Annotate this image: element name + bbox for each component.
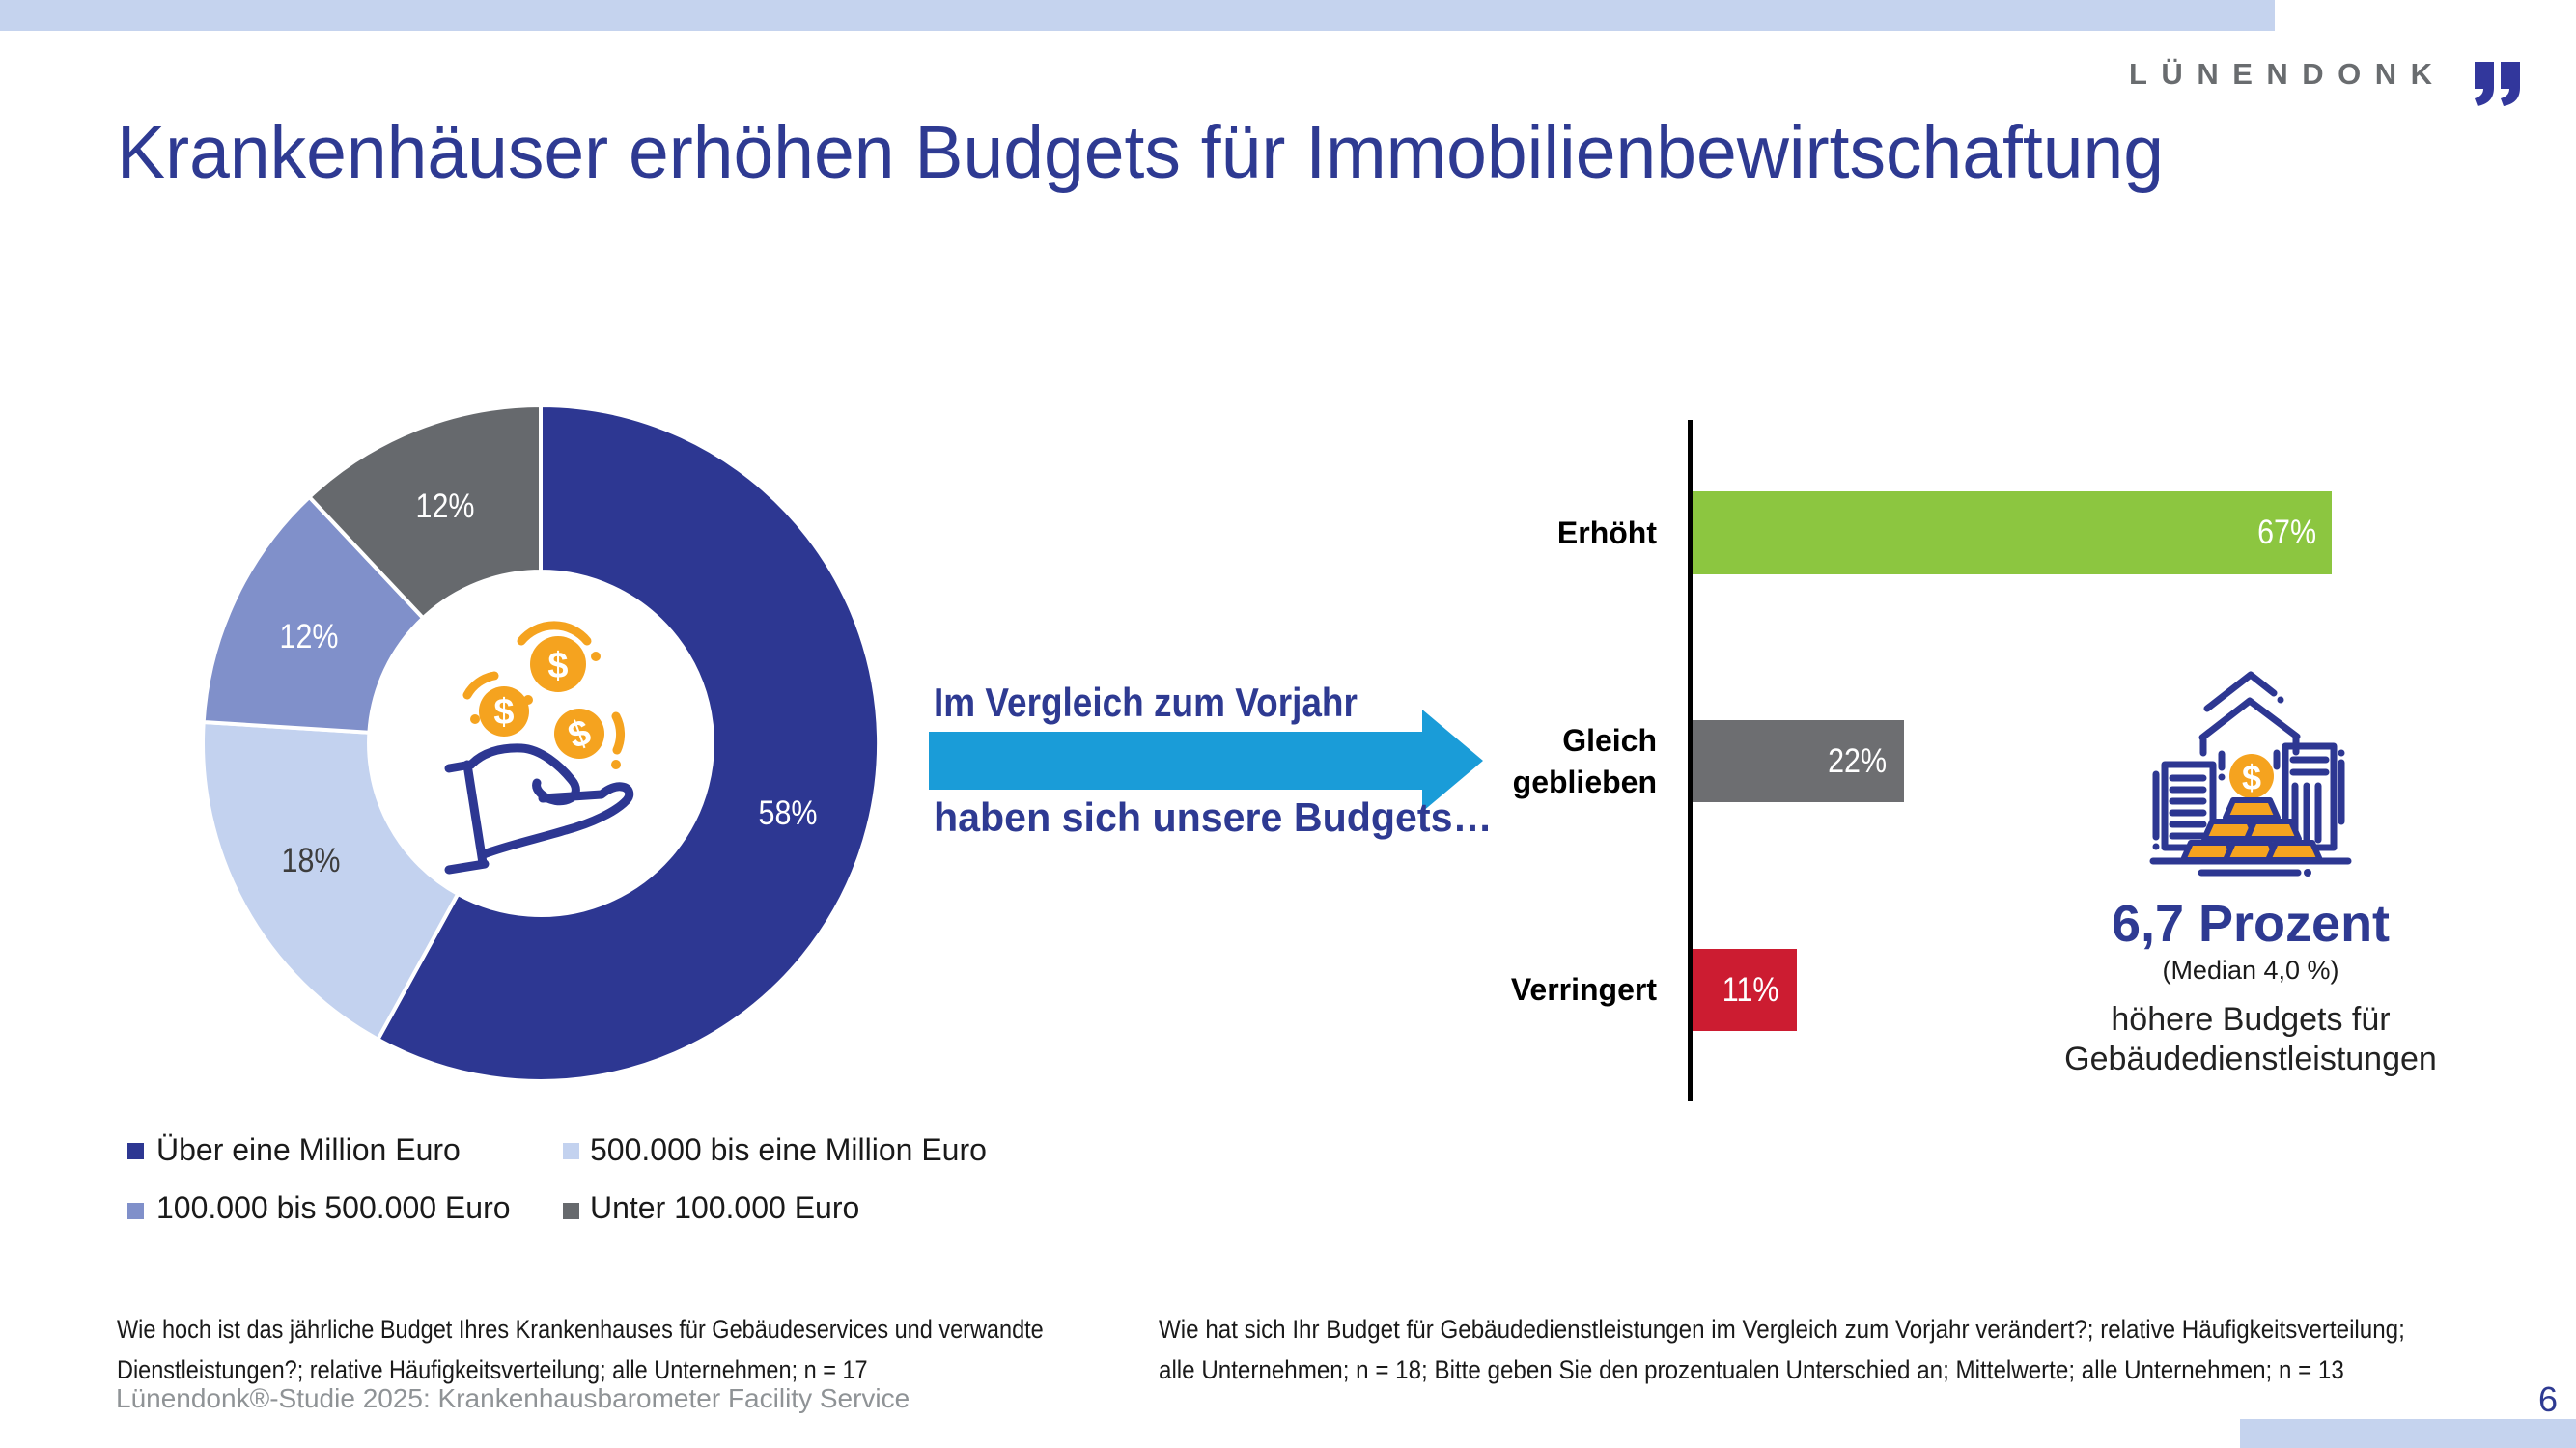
svg-text:$: $ [493,692,514,733]
svg-text:$: $ [547,646,568,686]
svg-text:$: $ [2242,758,2261,797]
